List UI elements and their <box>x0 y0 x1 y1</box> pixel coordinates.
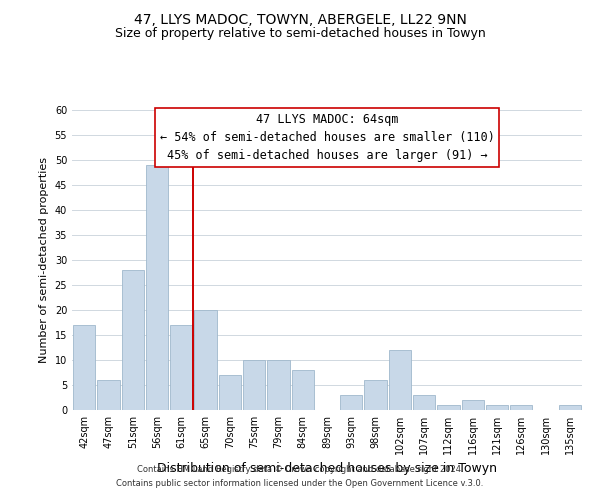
Bar <box>97 380 119 410</box>
Bar <box>389 350 411 410</box>
Bar <box>218 375 241 410</box>
Text: Size of property relative to semi-detached houses in Towyn: Size of property relative to semi-detach… <box>115 28 485 40</box>
Text: 47, LLYS MADOC, TOWYN, ABERGELE, LL22 9NN: 47, LLYS MADOC, TOWYN, ABERGELE, LL22 9N… <box>134 12 466 26</box>
Bar <box>413 395 436 410</box>
Bar <box>267 360 290 410</box>
Text: Contains HM Land Registry data © Crown copyright and database right 2024.
Contai: Contains HM Land Registry data © Crown c… <box>116 466 484 487</box>
Bar <box>486 405 508 410</box>
Bar <box>559 405 581 410</box>
Text: 47 LLYS MADOC: 64sqm
← 54% of semi-detached houses are smaller (110)
45% of semi: 47 LLYS MADOC: 64sqm ← 54% of semi-detac… <box>160 113 494 162</box>
Bar <box>292 370 314 410</box>
Bar <box>461 400 484 410</box>
Bar <box>170 325 193 410</box>
Bar <box>340 395 362 410</box>
Bar <box>364 380 387 410</box>
Bar <box>122 270 144 410</box>
Y-axis label: Number of semi-detached properties: Number of semi-detached properties <box>39 157 49 363</box>
Bar <box>73 325 95 410</box>
Bar <box>437 405 460 410</box>
Bar <box>510 405 532 410</box>
X-axis label: Distribution of semi-detached houses by size in Towyn: Distribution of semi-detached houses by … <box>157 462 497 475</box>
Bar <box>243 360 265 410</box>
Bar <box>194 310 217 410</box>
Bar <box>146 165 168 410</box>
